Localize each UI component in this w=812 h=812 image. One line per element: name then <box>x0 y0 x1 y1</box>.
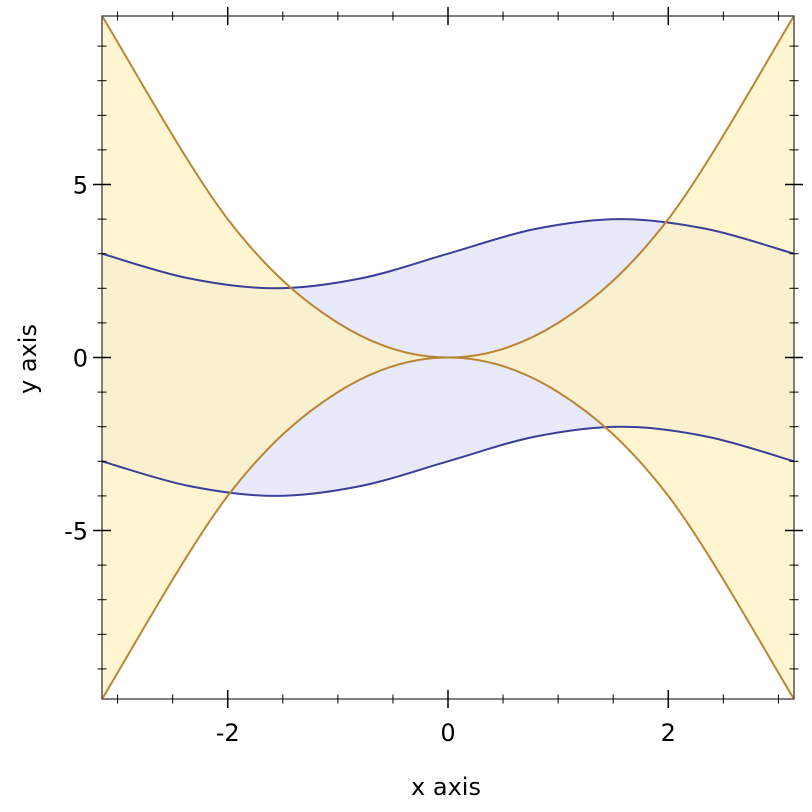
axis-tick-labels: -2 0 2 -5 0 5 <box>64 171 676 747</box>
y-tick-label: 0 <box>73 345 88 373</box>
interval-lower-line-0 <box>101 425 795 497</box>
x-tick-label: 2 <box>661 719 676 747</box>
y-axis-label: y axis <box>14 324 42 394</box>
x-tick-label: 0 <box>440 719 455 747</box>
x-axis-label: x axis <box>411 773 481 801</box>
interval-lower-line-1 <box>101 356 795 700</box>
interval-upper-line-0 <box>101 218 795 290</box>
y-tick-label: -5 <box>64 518 88 546</box>
x-tick-label: -2 <box>216 719 240 747</box>
y-tick-label: 5 <box>73 171 88 199</box>
chart-lines <box>101 15 795 700</box>
axis-ticks <box>93 7 803 708</box>
